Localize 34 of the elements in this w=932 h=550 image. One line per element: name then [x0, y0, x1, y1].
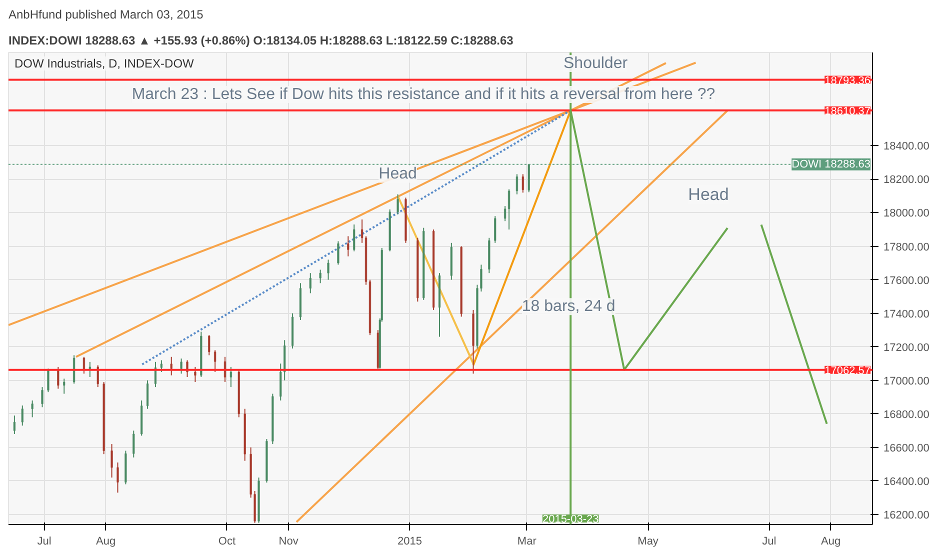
annotation: 18 bars, 24 d [522, 298, 616, 316]
y-tick-label: 16200.00 [884, 509, 930, 522]
x-tick-label: Oct [218, 536, 236, 548]
x-tick-label: Mar [517, 536, 537, 548]
annotation: March 23 : Lets See if Dow hits this resistance and if it hits a reversal from here ?? [132, 86, 716, 103]
y-tick-label: 17200.00 [884, 342, 930, 354]
x-tick-label: May [638, 536, 659, 548]
x-tick-label: Nov [278, 536, 299, 548]
ref-line-label: 18793.36 [824, 74, 871, 87]
annotation: Head [688, 185, 729, 204]
x-tick-label: 2015 [397, 536, 422, 548]
ref-line-label: 2015-03-23 [542, 514, 599, 526]
y-tick-label: 18000.00 [884, 208, 930, 220]
y-tick-label: 17400.00 [884, 308, 930, 320]
y-tick-label: 18400.00 [884, 140, 930, 153]
chart-subtitle: INDEX:DOWI 18288.63 ▲ +155.93 (+0.86%) O:18134.05 H:18288.63 L:18122.59 C:18288.63 [8, 34, 514, 48]
annotation: DOW Industrials, D, INDEX-DOW [14, 56, 195, 70]
ref-line-label: 18610.37 [824, 105, 871, 118]
ref-line-label: 17062.57 [824, 364, 871, 377]
ref-line-label: DOWI 18288.63 [792, 158, 870, 170]
y-tick-label: 17800.00 [884, 241, 930, 254]
annotation: Shoulder [564, 55, 628, 72]
x-tick-label: Aug [96, 536, 116, 548]
y-tick-label: 17600.00 [884, 274, 930, 287]
y-tick-label: 17000.00 [884, 375, 930, 388]
y-tick-label: 16400.00 [884, 476, 930, 488]
x-tick-label: Aug [821, 536, 841, 548]
x-tick-label: Jul [762, 536, 776, 548]
y-tick-label: 18200.00 [884, 174, 930, 186]
annotation: Head [378, 166, 417, 183]
chart-title: AnbHfund published March 03, 2015 [8, 8, 204, 22]
x-tick-label: Jul [37, 536, 52, 548]
y-tick-label: 16800.00 [884, 408, 930, 421]
y-tick-label: 16600.00 [884, 442, 930, 454]
